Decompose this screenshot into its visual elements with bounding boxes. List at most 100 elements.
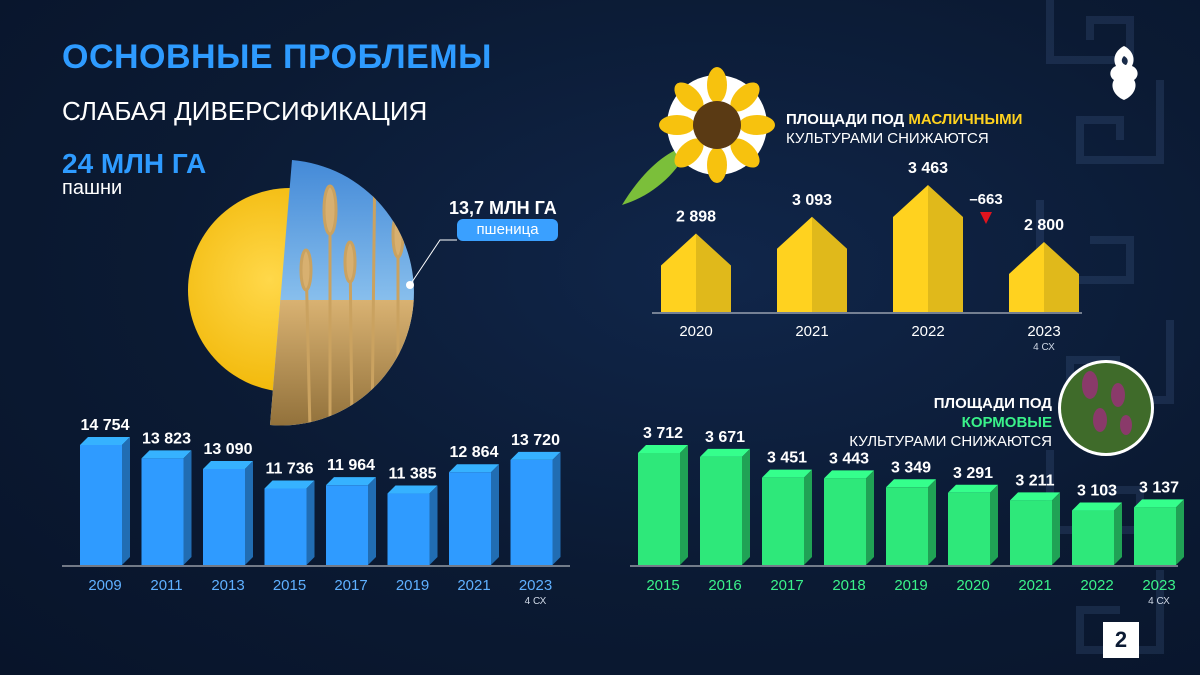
arable-bar [80,445,122,565]
arable-bar [510,459,553,565]
arable-bar [387,493,430,565]
oilseed-heading-prefix: ПЛОЩАДИ ПОД [786,111,909,128]
oilseed-category-label: 2020 [679,323,712,340]
arable-bar-top [326,477,376,486]
fodder-bar-side [804,469,812,565]
fodder-value-label: 3 291 [953,465,993,482]
fodder-value-label: 3 671 [705,429,745,446]
fodder-category-label: 2020 [956,577,989,594]
fodder-category-label: 2016 [708,577,741,594]
fodder-bar-top [1072,502,1122,511]
oilseed-bar-side [696,233,731,312]
arable-bar-side [429,485,438,565]
arable-bar-top [264,480,315,489]
wheat-callout-dot [406,281,414,289]
fodder-bar [886,487,928,565]
arable-bar-side [183,450,192,565]
arable-category-label: 2021 [457,577,490,594]
oilseed-value-label: 2 800 [1024,217,1064,234]
fodder-category-label: 2022 [1080,577,1113,594]
arable-bar-top [141,450,192,459]
fodder-bar-side [680,445,688,565]
arable-bar-side [245,460,253,565]
fodder-bar [948,492,990,565]
arable-category-note: 4 СХ [525,596,547,607]
page-title: ОСНОВНЫЕ ПРОБЛЕМЫ [62,38,492,76]
wheat-value: 13,7 МЛН ГА [449,198,557,218]
arable-value-label: 11 385 [388,466,436,483]
fodder-category-label: 2019 [894,577,927,594]
fodder-bar-top [700,448,750,457]
arable-value-label: 13 823 [142,430,191,447]
fodder-heading-line2: КУЛЬТУРАМИ СНИЖАЮТСЯ [849,433,1052,450]
fodder-value-label: 3 349 [891,459,931,476]
fodder-heading-highlight: КОРМОВЫЕ [961,414,1052,431]
arable-category-label: 2019 [396,577,429,594]
fodder-bar-top [886,479,936,488]
arable-bar-top [203,460,253,469]
arable-bar-side [491,464,499,565]
arable-category-label: 2013 [211,577,244,594]
page-subtitle: СЛАБАЯ ДИВЕРСИФИКАЦИЯ [62,96,428,126]
oilseed-bar-side [1044,241,1079,312]
wheat-callout-line [409,239,457,286]
arable-bar-side [552,451,561,565]
arable-bar-top [387,485,438,494]
fodder-bar-top [948,484,998,493]
arable-value-label: 11 964 [327,457,375,474]
arable-bar [141,458,184,565]
fodder-bar-side [1176,499,1184,565]
arable-bar [264,488,307,565]
arable-bar-top [449,464,499,473]
arable-category-label: 2017 [334,577,367,594]
fodder-value-label: 3 451 [767,450,807,467]
arable-value-label: 13 720 [511,432,560,449]
arable-bar [326,485,368,565]
arable-bar-top [80,437,130,445]
fodder-bar [638,453,680,565]
fodder-bar-top [1134,499,1184,508]
fodder-bar [824,478,866,565]
oilseed-category-note: 4 СХ [1033,342,1055,353]
arable-bar [203,468,245,565]
fodder-bar [1010,500,1052,565]
fodder-bar-side [928,479,936,565]
oilseed-category-label: 2021 [795,323,828,340]
arable-total-value: 24 МЛН ГА [62,148,207,179]
oilseed-change-label: –663 [969,191,1002,208]
arable-bar-side [306,480,315,565]
oilseed-bar-side [812,216,847,312]
fodder-category-note: 4 СХ [1148,596,1170,607]
arable-total-caption: пашни [62,177,123,199]
fodder-value-label: 3 211 [1015,472,1054,489]
fodder-category-label: 2015 [646,577,679,594]
arable-category-label: 2009 [88,577,121,594]
oilseed-bar [661,233,696,312]
fodder-bar-top [1010,492,1060,501]
oilseed-value-label: 2 898 [676,209,716,226]
oilseed-heading-line2: КУЛЬТУРАМИ СНИЖАЮТСЯ [786,130,989,147]
fodder-bar-top [824,470,874,479]
arable-bar-top [510,451,561,460]
fodder-category-label: 2021 [1018,577,1051,594]
arable-category-label: 2015 [273,577,306,594]
fodder-bar [700,456,742,565]
oilseed-category-label: 2023 [1027,323,1060,340]
fodder-bar [762,477,804,565]
fodder-value-label: 3 443 [829,450,869,467]
fodder-category-label: 2018 [832,577,865,594]
oilseed-value-label: 3 463 [908,160,948,177]
arable-category-label: 2023 [519,577,552,594]
arable-value-label: 12 864 [450,444,499,461]
fodder-heading: ПЛОЩАДИ ПОД КОРМОВЫЕ КУЛЬТУРАМИ СНИЖАЮТС… [848,394,1052,451]
arable-value-label: 13 090 [204,441,253,458]
fodder-bar-side [1052,492,1060,565]
oilseed-bar [893,185,928,312]
arable-bar-side [122,437,130,565]
oilseed-heading: ПЛОЩАДИ ПОД МАСЛИЧНЫМИ КУЛЬТУРАМИ СНИЖАЮ… [786,110,1022,148]
